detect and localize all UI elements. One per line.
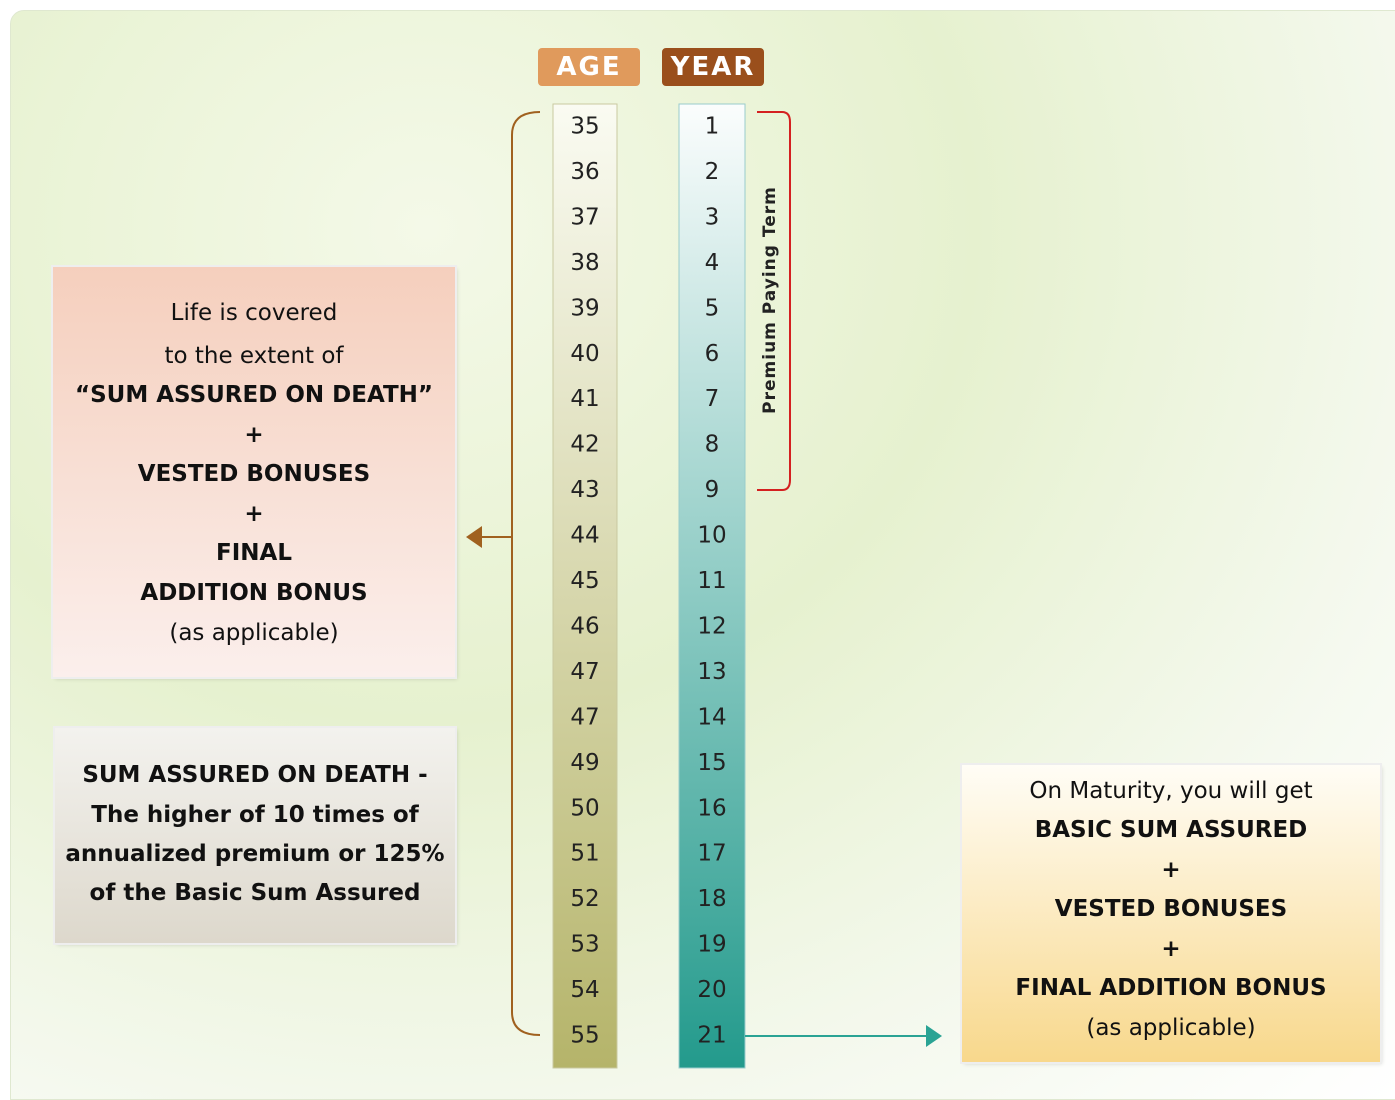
year-cell: 1 [705,114,720,140]
age-cell: 54 [570,977,599,1003]
year-cell: 20 [697,977,726,1003]
arrow-head [926,1025,942,1047]
box-line: Life is covered [53,298,455,328]
box-line: (as applicable) [962,1013,1380,1043]
age-cell: 36 [570,159,599,185]
year-cell: 17 [697,841,726,867]
age-cell: 40 [570,341,599,367]
box-line: The higher of 10 times of [55,800,455,830]
box-line: ADDITION BONUS [53,578,455,608]
age-cell: 35 [570,114,599,140]
year-cell: 3 [705,204,720,230]
age-cell: 47 [570,704,599,730]
age-cell: 37 [570,204,599,230]
year-cell: 10 [697,523,726,549]
box-line: + [53,499,455,529]
age-header: AGE [538,48,640,86]
year-cell: 2 [705,159,720,185]
year-cell: 5 [705,295,720,321]
age-cell: 52 [570,886,599,912]
box-line: + [962,934,1380,964]
year-cell: 12 [697,613,726,639]
year-header: YEAR [662,48,764,86]
age-cell: 55 [570,1023,599,1049]
box-line: + [53,420,455,450]
year-cell: 7 [705,386,720,412]
age-cell: 38 [570,250,599,276]
year-cell: 21 [697,1023,726,1049]
age-cell: 41 [570,386,599,412]
box-line: BASIC SUM ASSURED [962,815,1380,845]
age-cell: 51 [570,841,599,867]
death-box: Life is covered to the extent of “SUM AS… [53,267,455,677]
year-cell: 9 [705,477,720,503]
age-cell: 44 [570,523,599,549]
box-line: to the extent of [53,341,455,371]
year-cell: 4 [705,250,720,276]
box-line: On Maturity, you will get [962,776,1380,806]
box-line: annualized premium or 125% [55,839,455,869]
age-cell: 53 [570,932,599,958]
box-line: (as applicable) [53,618,455,648]
age-cell: 49 [570,750,599,776]
age-cell: 45 [570,568,599,594]
box-line: FINAL ADDITION BONUS [962,973,1380,1003]
box-line: FINAL [53,538,455,568]
year-cell: 14 [697,704,726,730]
infographic: Premium Paying Term 35363738394041424344… [0,0,1395,1098]
year-cell: 13 [697,659,726,685]
maturity-box: On Maturity, you will get BASIC SUM ASSU… [962,765,1380,1062]
box-line: VESTED BONUSES [962,894,1380,924]
age-cell: 50 [570,795,599,821]
age-cell: 46 [570,613,599,639]
box-line: VESTED BONUSES [53,459,455,489]
premium-label: Premium Paying Term [760,186,780,414]
year-cell: 19 [697,932,726,958]
arrow-head [466,526,482,548]
year-cell: 18 [697,886,726,912]
year-cell: 8 [705,432,720,458]
year-cell: 6 [705,341,720,367]
age-cell: 43 [570,477,599,503]
age-cell: 39 [570,295,599,321]
age-cell: 42 [570,432,599,458]
year-cell: 16 [697,795,726,821]
year-cell: 11 [697,568,726,594]
age-bracket [512,112,540,1035]
box-line: “SUM ASSURED ON DEATH” [53,380,455,410]
box-line: + [962,855,1380,885]
box-line: of the Basic Sum Assured [55,878,455,908]
age-cell: 47 [570,659,599,685]
year-cell: 15 [697,750,726,776]
definition-box: SUM ASSURED ON DEATH - The higher of 10 … [55,728,455,943]
box-line: SUM ASSURED ON DEATH - [55,760,455,790]
